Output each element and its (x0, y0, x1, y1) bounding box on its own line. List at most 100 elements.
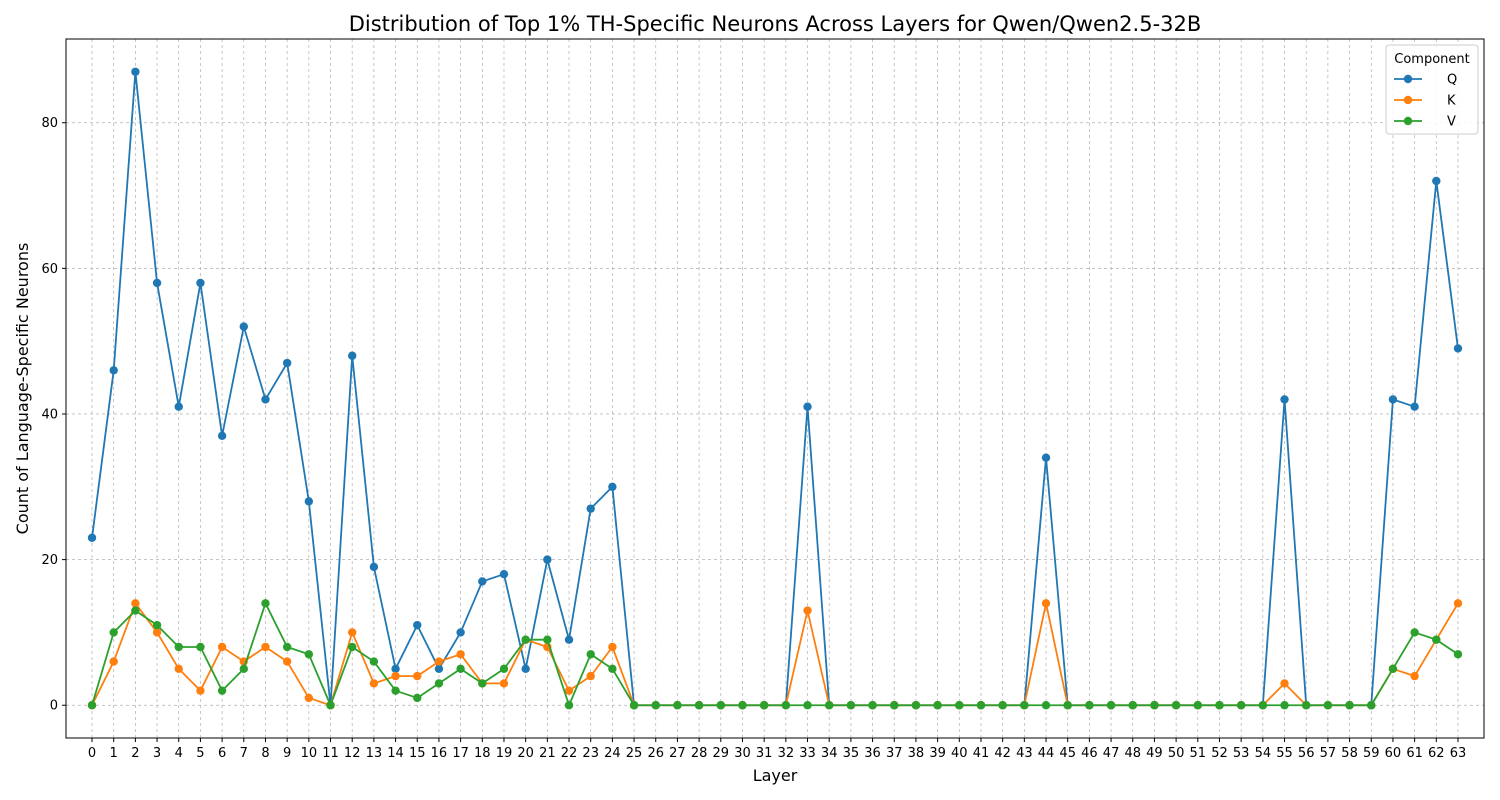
legend-label-k: K (1447, 94, 1456, 109)
data-point-k (413, 671, 422, 681)
x-tick-label: 34 (821, 746, 838, 761)
data-point-v (629, 701, 639, 710)
legend-title: Component (1394, 52, 1469, 67)
x-tick-label: 0 (88, 746, 96, 761)
x-tick-label: 63 (1450, 746, 1467, 761)
data-point-v (586, 650, 595, 659)
x-tick-label: 13 (366, 746, 383, 761)
data-point-k (282, 657, 292, 666)
x-tick-label: 9 (283, 746, 291, 761)
data-point-q (369, 562, 379, 572)
grid-lines (66, 39, 1484, 738)
data-point-q (152, 278, 162, 288)
x-tick-label: 28 (691, 746, 708, 761)
x-tick-label: 54 (1255, 746, 1272, 761)
data-point-k (499, 679, 509, 688)
data-point-q (478, 577, 487, 586)
data-point-v (1150, 701, 1159, 710)
x-tick-label: 39 (929, 746, 946, 761)
x-tick-label: 4 (175, 746, 183, 761)
data-point-q (131, 67, 140, 76)
data-point-q (1280, 395, 1289, 404)
data-point-q (456, 628, 465, 637)
x-tick-label: 25 (626, 746, 643, 761)
data-point-v (1215, 701, 1224, 710)
data-point-v (282, 642, 292, 652)
x-tick-label: 42 (994, 746, 1011, 761)
data-point-q (304, 497, 314, 506)
data-point-v (434, 679, 444, 688)
data-point-q (586, 504, 595, 513)
data-point-v (890, 701, 899, 710)
data-point-v (911, 701, 921, 710)
data-point-k (456, 650, 465, 659)
data-point-v (868, 701, 877, 710)
x-tick-label: 52 (1211, 746, 1228, 761)
data-point-v (608, 664, 617, 674)
x-tick-label: 27 (669, 746, 686, 761)
data-point-v (955, 701, 964, 710)
data-point-q (87, 533, 97, 542)
data-point-q (1388, 395, 1398, 404)
data-point-k (131, 599, 140, 608)
x-tick-label: 23 (582, 746, 599, 761)
series-line-v (91, 602, 1459, 707)
data-point-q (1432, 176, 1441, 186)
x-tick-label: 45 (1059, 746, 1076, 761)
data-point-q (174, 402, 183, 411)
data-point-v (694, 701, 704, 710)
data-point-k (348, 628, 357, 637)
legend-label-q: Q (1447, 73, 1457, 88)
data-point-q (608, 482, 617, 491)
legend-label-v: V (1447, 115, 1456, 130)
x-tick-label: 10 (301, 746, 318, 761)
legend-marker-v (1403, 116, 1413, 126)
data-point-v (521, 635, 530, 644)
data-point-v (1410, 628, 1419, 637)
data-point-q (391, 664, 400, 674)
data-point-k (174, 664, 183, 674)
data-point-v (998, 701, 1007, 710)
data-point-v (1432, 635, 1441, 644)
data-point-v (825, 701, 834, 710)
data-point-k (434, 657, 444, 666)
data-point-v (738, 701, 747, 710)
legend-marker-q (1403, 74, 1413, 84)
x-tick-label: 19 (496, 746, 513, 761)
data-point-k (217, 642, 227, 652)
x-tick-label: 59 (1363, 746, 1380, 761)
data-point-v (1258, 701, 1268, 710)
x-tick-label: 32 (778, 746, 795, 761)
x-tick-label: 62 (1428, 746, 1445, 761)
data-point-q (1041, 453, 1051, 462)
data-point-v (1041, 701, 1051, 710)
series-group (87, 67, 1463, 710)
x-axis-label: Layer (753, 766, 798, 785)
x-tick-label: 44 (1038, 746, 1055, 761)
x-tick-label: 30 (734, 746, 751, 761)
y-tick-label: 20 (41, 553, 58, 568)
x-tick-label: 11 (322, 746, 339, 761)
x-tick-label: 26 (647, 746, 664, 761)
data-point-v (413, 693, 422, 703)
x-tick-label: 60 (1385, 746, 1402, 761)
x-tick-label: 48 (1124, 746, 1141, 761)
data-point-q (261, 395, 270, 404)
x-tick-label: 38 (908, 746, 925, 761)
data-point-q (521, 664, 530, 674)
data-point-v (174, 642, 183, 652)
data-point-v (87, 701, 97, 710)
data-point-v (196, 642, 205, 652)
x-tick-label: 36 (864, 746, 881, 761)
chart-title: Distribution of Top 1% TH-Specific Neuro… (349, 12, 1202, 36)
data-point-v (1063, 701, 1072, 710)
data-point-q (434, 664, 444, 674)
y-axis-label: Count of Language-Specific Neurons (13, 243, 32, 535)
data-point-v (1020, 701, 1029, 710)
data-point-v (803, 701, 812, 710)
data-point-v (651, 701, 660, 710)
data-point-k (1410, 671, 1419, 681)
y-tick-label: 80 (41, 116, 58, 131)
x-tick-label: 31 (756, 746, 773, 761)
